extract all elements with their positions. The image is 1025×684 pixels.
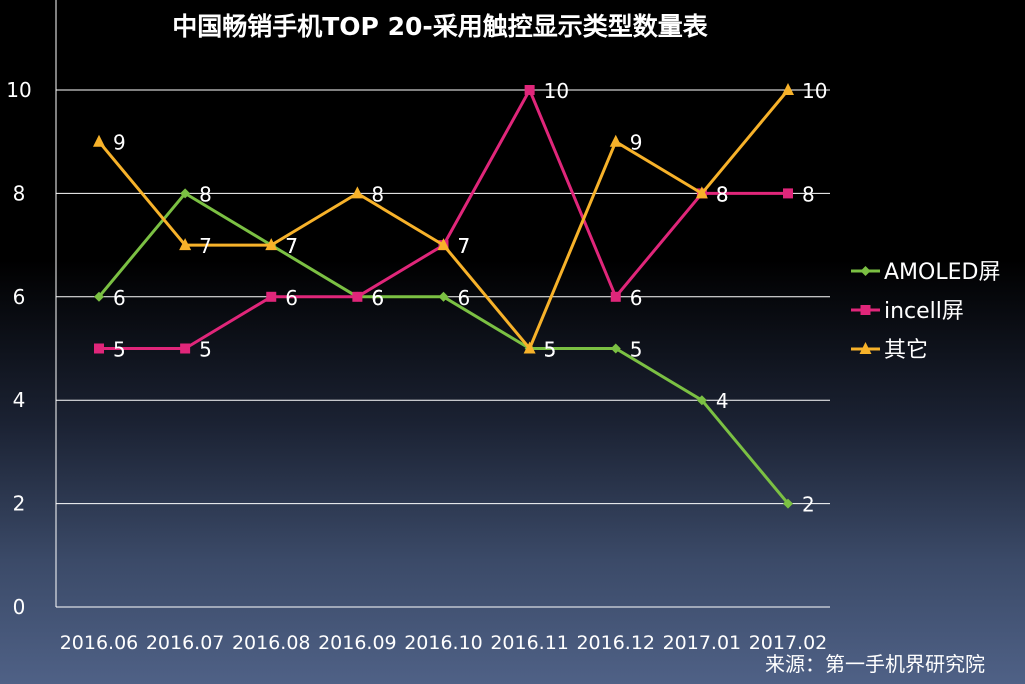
data-label: 8 (716, 182, 729, 206)
x-tick-label: 2016.06 (60, 632, 139, 654)
data-point (266, 291, 277, 302)
data-label: 5 (544, 338, 557, 362)
y-tick-label: 2 (13, 492, 26, 516)
source-note: 来源：第一手机界研究院 (765, 652, 985, 676)
x-tick-label: 2016.11 (490, 632, 569, 654)
y-tick-label: 0 (13, 595, 26, 619)
y-axis-ticks: 0 2 4 6 8 10 (6, 78, 31, 619)
data-point (524, 85, 535, 95)
x-tick-label: 2016.08 (232, 632, 311, 654)
data-point (610, 291, 621, 302)
data-point (782, 83, 794, 95)
data-point (180, 188, 191, 199)
series-line (99, 88, 788, 350)
data-point (180, 343, 191, 354)
data-point (352, 291, 363, 302)
data-label: 5 (544, 338, 557, 362)
y-tick-label: 8 (13, 181, 26, 205)
data-label: 5 (113, 338, 126, 362)
legend-label: 其它 (884, 338, 928, 363)
data-label: 9 (113, 131, 126, 155)
data-point (94, 343, 104, 354)
axes (55, 0, 830, 608)
chart-title: 中国畅销手机TOP 20-采用触控显示类型数量表 (172, 12, 708, 41)
legend-marker (860, 266, 871, 276)
data-label: 6 (371, 286, 384, 310)
x-tick-label: 2016.12 (576, 632, 655, 654)
data-point (610, 343, 621, 354)
data-label: 10 (544, 79, 569, 103)
data-label: 6 (371, 286, 384, 310)
data-label: 8 (716, 182, 729, 206)
data-label: 7 (285, 234, 298, 258)
data-point (438, 291, 449, 302)
data-label: 8 (371, 182, 384, 206)
x-axis-ticks: 2016.06 2016.07 2016.08 2016.09 2016.10 2016.… (60, 632, 828, 654)
x-tick-label: 2017.01 (663, 632, 742, 654)
data-point (783, 498, 793, 509)
data-point (179, 238, 192, 251)
data-point (351, 186, 364, 199)
legend-marker (860, 305, 871, 315)
series-line (97, 89, 790, 350)
x-tick-label: 2016.09 (318, 632, 397, 654)
data-point (783, 188, 793, 199)
data-label: 7 (458, 234, 471, 258)
data-label: 6 (285, 286, 298, 310)
data-label: 10 (802, 79, 827, 103)
data-label: 8 (199, 182, 212, 206)
data-label: 6 (630, 286, 643, 310)
y-tick-label: 6 (13, 285, 26, 309)
data-label: 2 (802, 493, 815, 517)
data-label: 7 (458, 234, 471, 258)
data-label: 5 (630, 338, 643, 362)
data-label: 7 (285, 234, 298, 258)
data-point (437, 238, 450, 251)
data-point (696, 395, 707, 406)
x-tick-label: 2016.07 (146, 632, 225, 654)
data-label: 5 (199, 338, 212, 362)
legend-label: incell屏 (884, 299, 964, 324)
data-label: 7 (199, 234, 212, 258)
data-point (94, 291, 104, 302)
data-label: 6 (458, 286, 471, 310)
data-point (523, 341, 536, 354)
y-tick-label: 10 (6, 78, 31, 102)
data-point (93, 134, 105, 147)
series-layer (93, 83, 794, 509)
data-point (609, 134, 622, 147)
data-label: 4 (716, 389, 729, 413)
y-tick-label: 4 (13, 388, 26, 412)
data-point (265, 238, 278, 251)
data-point (695, 186, 708, 199)
legend-marker (859, 342, 872, 354)
x-tick-label: 2017.02 (749, 632, 828, 654)
x-tick-label: 2016.10 (404, 632, 483, 654)
legend-label: AMOLED屏 (884, 260, 1000, 285)
data-label: 8 (802, 182, 815, 206)
data-label: 9 (630, 131, 643, 155)
data-label: 6 (113, 286, 126, 310)
